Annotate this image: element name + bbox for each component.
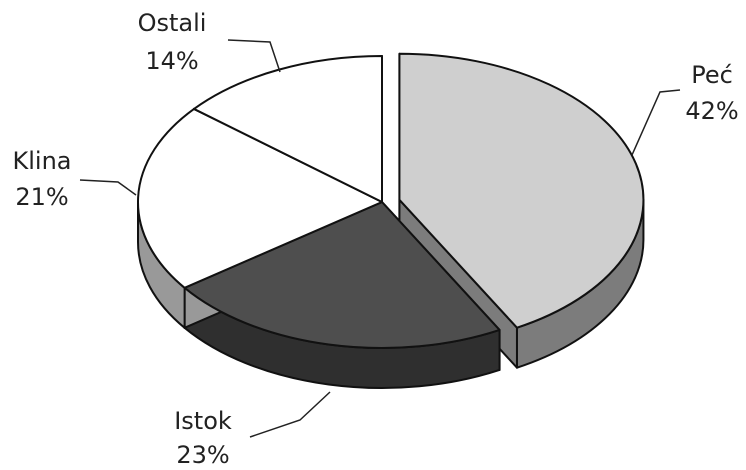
leader-line (631, 89, 681, 156)
slice-percent: 21% (15, 183, 68, 211)
slice-label: Klina (13, 147, 72, 175)
leader-line (227, 39, 281, 73)
leader-line (79, 179, 137, 196)
leader-line (249, 391, 331, 438)
slice-label: Ostali (138, 9, 207, 37)
slice (137, 107, 383, 289)
slice-percent: 42% (685, 97, 738, 125)
slice (398, 52, 645, 329)
slice-label: Peć (691, 61, 733, 89)
slice-label: Istok (174, 407, 232, 435)
labels: Ostali 14% Klina 21% Peć 42% Istok 23% (13, 9, 739, 469)
pie (137, 52, 645, 389)
slice-percent: 14% (145, 47, 198, 75)
slice (183, 201, 501, 349)
slice (192, 55, 383, 203)
slice-percent: 23% (176, 441, 229, 469)
